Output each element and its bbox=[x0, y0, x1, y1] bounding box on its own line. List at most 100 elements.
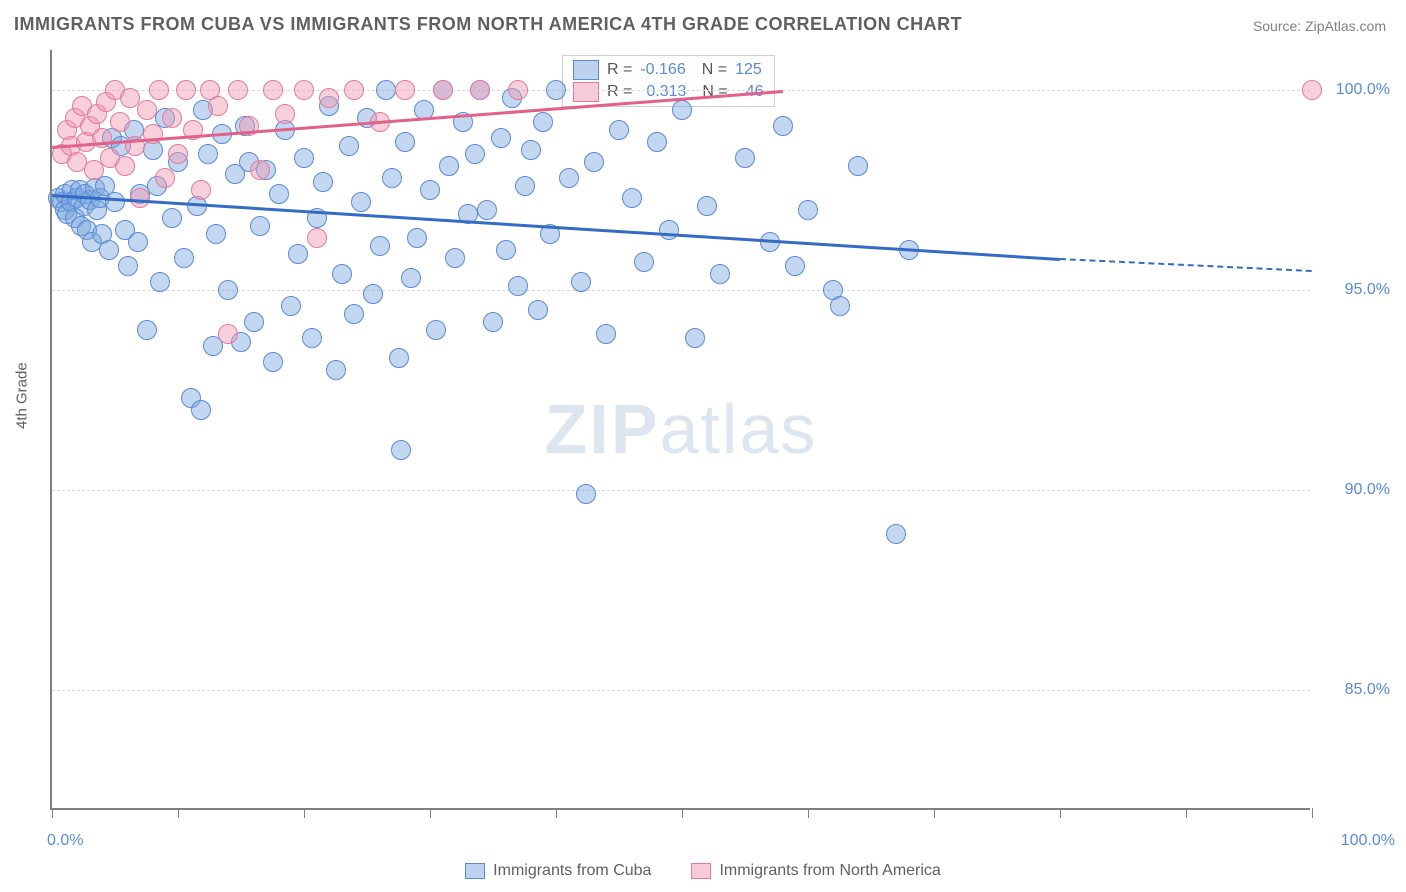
data-point bbox=[515, 176, 535, 196]
data-point bbox=[344, 80, 364, 100]
data-point bbox=[528, 300, 548, 320]
swatch-icon bbox=[465, 863, 485, 879]
legend-item-na: Immigrants from North America bbox=[691, 862, 940, 880]
data-point bbox=[198, 144, 218, 164]
x-tick bbox=[1060, 808, 1061, 818]
data-point bbox=[584, 152, 604, 172]
y-tick-label: 95.0% bbox=[1345, 281, 1390, 299]
data-point bbox=[382, 168, 402, 188]
data-point bbox=[137, 100, 157, 120]
data-point bbox=[559, 168, 579, 188]
gridline bbox=[52, 690, 1310, 691]
data-point bbox=[307, 228, 327, 248]
data-point bbox=[376, 80, 396, 100]
data-point bbox=[263, 352, 283, 372]
data-point bbox=[886, 524, 906, 544]
gridline bbox=[52, 490, 1310, 491]
data-point bbox=[313, 172, 333, 192]
x-tick bbox=[682, 808, 683, 818]
data-point bbox=[269, 184, 289, 204]
data-point bbox=[521, 140, 541, 160]
source-label: Source: ZipAtlas.com bbox=[1253, 18, 1386, 34]
data-point bbox=[218, 324, 238, 344]
data-point bbox=[659, 220, 679, 240]
r-label: R = bbox=[607, 61, 632, 79]
x-tick bbox=[52, 808, 53, 818]
gridline bbox=[52, 290, 1310, 291]
data-point bbox=[118, 256, 138, 276]
n-value-cuba: 125 bbox=[735, 61, 762, 79]
data-point bbox=[326, 360, 346, 380]
data-point bbox=[363, 284, 383, 304]
data-point bbox=[508, 276, 528, 296]
data-point bbox=[401, 268, 421, 288]
data-point bbox=[319, 88, 339, 108]
data-point bbox=[773, 116, 793, 136]
watermark-rest: atlas bbox=[660, 390, 818, 468]
data-point bbox=[1302, 80, 1322, 100]
data-point bbox=[395, 80, 415, 100]
data-point bbox=[465, 144, 485, 164]
data-point bbox=[99, 240, 119, 260]
data-point bbox=[596, 324, 616, 344]
data-point bbox=[389, 348, 409, 368]
data-point bbox=[785, 256, 805, 276]
data-point bbox=[105, 192, 125, 212]
y-axis-title: 4th Grade bbox=[14, 362, 31, 429]
chart-title: IMMIGRANTS FROM CUBA VS IMMIGRANTS FROM … bbox=[14, 14, 962, 35]
data-point bbox=[137, 320, 157, 340]
series-legend: Immigrants from Cuba Immigrants from Nor… bbox=[0, 862, 1406, 880]
data-point bbox=[439, 156, 459, 176]
data-point bbox=[275, 104, 295, 124]
data-point bbox=[483, 312, 503, 332]
data-point bbox=[576, 484, 596, 504]
data-point bbox=[176, 80, 196, 100]
data-point bbox=[697, 196, 717, 216]
data-point bbox=[155, 168, 175, 188]
data-point bbox=[294, 80, 314, 100]
x-tick bbox=[430, 808, 431, 818]
data-point bbox=[339, 136, 359, 156]
data-point bbox=[830, 296, 850, 316]
data-point bbox=[244, 312, 264, 332]
data-point bbox=[191, 180, 211, 200]
y-tick-label: 100.0% bbox=[1336, 81, 1390, 99]
data-point bbox=[672, 100, 692, 120]
data-point bbox=[344, 304, 364, 324]
data-point bbox=[470, 80, 490, 100]
data-point bbox=[128, 232, 148, 252]
swatch-cuba bbox=[573, 60, 599, 80]
data-point bbox=[130, 188, 150, 208]
data-point bbox=[710, 264, 730, 284]
data-point bbox=[491, 128, 511, 148]
watermark: ZIPatlas bbox=[545, 389, 818, 469]
scatter-plot: ZIPatlas 4th Grade R = -0.166 N = 125 R … bbox=[50, 50, 1310, 810]
data-point bbox=[798, 200, 818, 220]
data-point bbox=[546, 80, 566, 100]
data-point bbox=[634, 252, 654, 272]
data-point bbox=[191, 400, 211, 420]
data-point bbox=[149, 80, 169, 100]
legend-label-cuba: Immigrants from Cuba bbox=[493, 862, 651, 880]
data-point bbox=[407, 228, 427, 248]
watermark-bold: ZIP bbox=[545, 390, 660, 468]
data-point bbox=[115, 156, 135, 176]
legend-label-na: Immigrants from North America bbox=[719, 862, 940, 880]
data-point bbox=[294, 148, 314, 168]
r-label: R = bbox=[607, 83, 632, 101]
data-point bbox=[735, 148, 755, 168]
x-tick-label-first: 0.0% bbox=[47, 832, 83, 850]
data-point bbox=[533, 112, 553, 132]
data-point bbox=[420, 180, 440, 200]
data-point bbox=[433, 80, 453, 100]
x-tick bbox=[1186, 808, 1187, 818]
x-tick bbox=[556, 808, 557, 818]
data-point bbox=[174, 248, 194, 268]
data-point bbox=[162, 108, 182, 128]
data-point bbox=[208, 96, 228, 116]
data-point bbox=[609, 120, 629, 140]
page: IMMIGRANTS FROM CUBA VS IMMIGRANTS FROM … bbox=[0, 0, 1406, 892]
data-point bbox=[391, 440, 411, 460]
data-point bbox=[848, 156, 868, 176]
data-point bbox=[228, 80, 248, 100]
